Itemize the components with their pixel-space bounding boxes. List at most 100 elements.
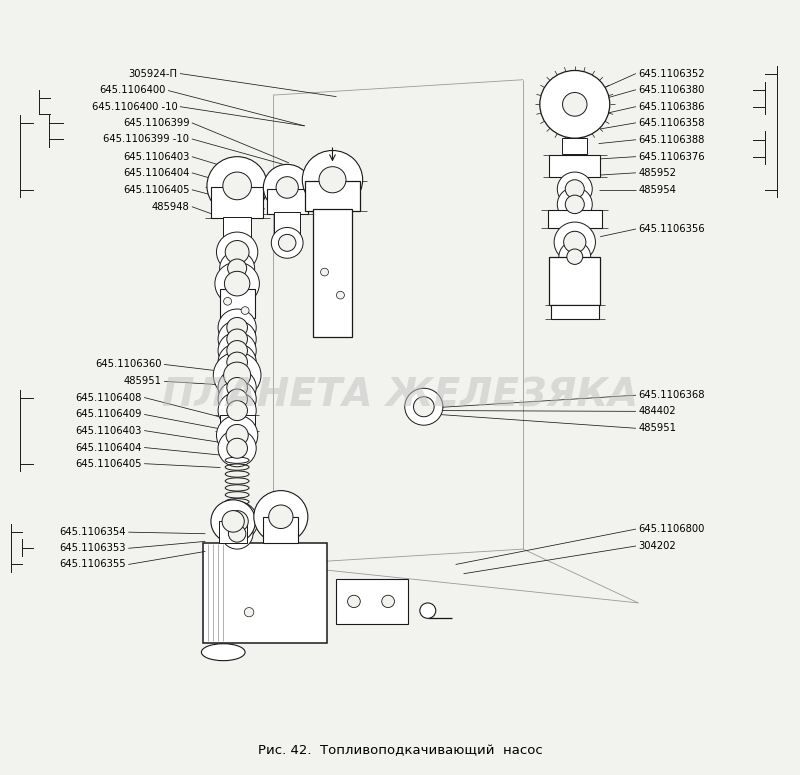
Bar	[274, 212, 300, 233]
Text: 645.1106358: 645.1106358	[638, 118, 705, 128]
Circle shape	[217, 501, 258, 542]
Circle shape	[218, 381, 256, 418]
Circle shape	[226, 511, 248, 532]
Circle shape	[226, 425, 248, 446]
Text: 305924-П: 305924-П	[129, 68, 178, 78]
Text: 304202: 304202	[638, 541, 676, 551]
Circle shape	[218, 392, 256, 429]
Circle shape	[420, 603, 436, 618]
Circle shape	[276, 177, 298, 198]
Text: Рис. 42.  Топливоподкачивающий  насос: Рис. 42. Топливоподкачивающий насос	[258, 744, 542, 757]
Text: 645.1106352: 645.1106352	[638, 68, 705, 78]
Circle shape	[227, 340, 247, 360]
Text: 645.1106354: 645.1106354	[59, 527, 126, 537]
Circle shape	[567, 249, 582, 264]
Text: 645.1106409: 645.1106409	[75, 409, 142, 419]
Text: 645.1106404: 645.1106404	[123, 168, 190, 177]
Text: 645.1106408: 645.1106408	[75, 392, 142, 402]
Circle shape	[558, 172, 592, 206]
Text: 645.1106399 -10: 645.1106399 -10	[103, 134, 190, 144]
Text: 645.1106353: 645.1106353	[59, 543, 126, 553]
Circle shape	[321, 268, 329, 276]
Text: 645.1106376: 645.1106376	[638, 152, 705, 162]
Bar	[550, 257, 600, 305]
Circle shape	[218, 369, 256, 406]
Bar	[562, 138, 587, 153]
Text: 645.1106400 -10: 645.1106400 -10	[92, 102, 178, 112]
Text: 645.1106405: 645.1106405	[75, 459, 142, 469]
Circle shape	[227, 318, 247, 337]
Circle shape	[227, 352, 247, 372]
Text: 645.1106380: 645.1106380	[638, 84, 705, 95]
Circle shape	[225, 271, 250, 296]
Circle shape	[222, 518, 253, 549]
Text: ПЛАНЕТА ЖЕЛЕЗЯКА: ПЛАНЕТА ЖЕЛЕЗЯКА	[162, 376, 638, 414]
Text: 485952: 485952	[638, 168, 676, 177]
Circle shape	[414, 397, 434, 417]
Circle shape	[223, 172, 251, 200]
Bar	[203, 543, 326, 643]
Circle shape	[337, 291, 344, 299]
Bar	[548, 210, 602, 228]
Circle shape	[207, 157, 267, 215]
Bar	[223, 217, 251, 243]
Circle shape	[271, 227, 303, 258]
Bar	[220, 415, 254, 431]
Circle shape	[218, 332, 256, 369]
Circle shape	[217, 232, 258, 272]
Text: 485951: 485951	[124, 377, 162, 387]
Bar	[219, 522, 247, 543]
Bar	[337, 579, 408, 624]
Text: 645.1106405: 645.1106405	[123, 184, 190, 195]
Circle shape	[214, 352, 261, 398]
Circle shape	[269, 505, 293, 529]
Text: 645.1106404: 645.1106404	[75, 443, 142, 453]
Circle shape	[224, 362, 250, 388]
Circle shape	[347, 595, 360, 608]
Circle shape	[227, 377, 247, 398]
Circle shape	[319, 167, 346, 193]
Circle shape	[559, 241, 590, 272]
Text: 645.1106386: 645.1106386	[638, 102, 705, 112]
Bar	[305, 181, 360, 211]
Text: 645.1106800: 645.1106800	[638, 524, 705, 534]
Bar	[266, 189, 308, 214]
Circle shape	[241, 307, 249, 315]
Text: 645.1106355: 645.1106355	[59, 560, 126, 570]
Circle shape	[218, 430, 256, 467]
Text: 645.1106356: 645.1106356	[638, 224, 705, 234]
Bar	[211, 188, 263, 219]
Circle shape	[217, 415, 258, 455]
Circle shape	[227, 439, 247, 458]
Circle shape	[220, 251, 254, 285]
Text: 485951: 485951	[638, 423, 676, 433]
Text: 645.1106400: 645.1106400	[99, 85, 166, 95]
Bar	[220, 289, 254, 319]
Circle shape	[211, 500, 255, 543]
Circle shape	[218, 321, 256, 357]
Bar	[263, 517, 298, 543]
Text: 484402: 484402	[638, 406, 676, 416]
Circle shape	[227, 401, 247, 421]
Circle shape	[405, 388, 443, 425]
Circle shape	[554, 222, 595, 262]
Bar	[313, 209, 352, 337]
Circle shape	[302, 150, 362, 209]
Circle shape	[558, 188, 592, 222]
Circle shape	[215, 262, 259, 305]
Text: 645.1106360: 645.1106360	[95, 360, 162, 370]
Circle shape	[218, 309, 256, 346]
Circle shape	[227, 389, 247, 409]
Ellipse shape	[202, 644, 245, 660]
Circle shape	[540, 71, 610, 138]
Circle shape	[224, 298, 231, 305]
Circle shape	[566, 180, 584, 198]
Text: 485954: 485954	[638, 184, 676, 195]
Circle shape	[278, 234, 296, 251]
Bar	[551, 305, 598, 319]
Circle shape	[227, 329, 247, 349]
Circle shape	[566, 195, 584, 214]
Circle shape	[263, 164, 311, 211]
Circle shape	[229, 525, 246, 542]
Circle shape	[226, 240, 249, 264]
